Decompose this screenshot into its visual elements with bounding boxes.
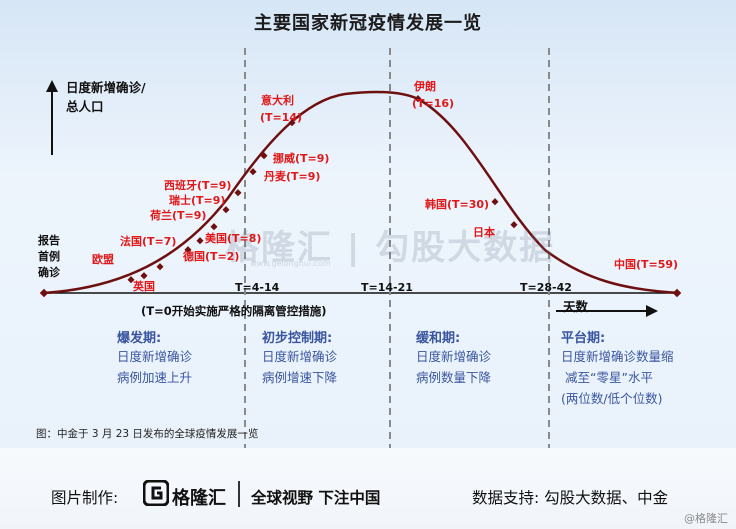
point-usa bbox=[196, 237, 204, 245]
point-germany bbox=[184, 246, 192, 254]
phase-2-desc: 日度新增确诊 病例增速下降 bbox=[262, 349, 338, 385]
x-axis-label: 天数 bbox=[563, 299, 589, 314]
y-axis-arrowhead bbox=[46, 80, 58, 92]
label-iran: 伊朗 (T=16) bbox=[412, 80, 455, 110]
measures-label: (T=0开始实施严格的隔离管控措施) bbox=[141, 304, 327, 318]
y-axis-label: 日度新增确诊/ 总人口 bbox=[66, 80, 146, 114]
label-china: 中国(T=59) bbox=[614, 258, 679, 271]
point-italy bbox=[288, 119, 296, 127]
point-norway bbox=[260, 152, 268, 160]
footer-slogan: 全球视野 下注中国 bbox=[251, 489, 381, 507]
point-france bbox=[156, 263, 164, 271]
footer-maker-label: 图片制作: bbox=[51, 489, 119, 507]
footer-corner-watermark: @格隆汇 bbox=[684, 512, 728, 525]
point-uk bbox=[140, 272, 148, 280]
gelonghui-logo-icon bbox=[143, 480, 169, 506]
label-netherlands: 荷兰(T=9) bbox=[150, 209, 207, 222]
phase-3-title: 缓和期: bbox=[416, 331, 461, 346]
epidemic-curve bbox=[43, 90, 681, 295]
phase-4-title: 平台期: bbox=[561, 331, 606, 346]
point-iran bbox=[414, 95, 422, 103]
phase-3-desc: 日度新增确诊 病例数量下降 bbox=[416, 349, 492, 385]
time-marker-3: T=28-42 bbox=[520, 281, 572, 294]
epidemic-curve-diagram bbox=[39, 48, 682, 448]
label-italy: 意大利 (T=14) bbox=[260, 94, 303, 124]
point-switzerland bbox=[222, 206, 230, 214]
diagram-panel bbox=[0, 0, 736, 448]
footer-brand: 格隆汇 bbox=[172, 488, 226, 509]
label-france: 法国(T=7) bbox=[120, 235, 177, 248]
phase-1-title: 爆发期: bbox=[117, 331, 162, 346]
time-marker-2: T=14-21 bbox=[361, 281, 413, 294]
label-uk: 英国 bbox=[133, 280, 155, 293]
label-japan: 日本 bbox=[473, 226, 495, 239]
label-germany: 德国(T=2) bbox=[183, 250, 240, 263]
point-eu bbox=[127, 276, 135, 284]
point-japan bbox=[510, 221, 518, 229]
figure-caption: 图：中金于 3 月 23 日发布的全球疫情发展一览 bbox=[36, 428, 259, 440]
phase-2-title: 初步控制期: bbox=[262, 331, 333, 346]
label-spain: 西班牙(T=9) bbox=[164, 179, 232, 192]
label-norway: 挪威(T=9) bbox=[273, 152, 330, 165]
label-usa: 美国(T=8) bbox=[205, 232, 262, 245]
point-china bbox=[672, 288, 682, 298]
phase-1-desc: 日度新增确诊 病例加速上升 bbox=[117, 349, 193, 385]
x-axis-arrowhead bbox=[646, 305, 658, 317]
diagram-title: 主要国家新冠疫情发展一览 bbox=[254, 13, 482, 34]
phase-4-desc: 日度新增确诊数量缩 减至“零星”水平 (两位数/低个位数) bbox=[561, 349, 674, 406]
point-spain bbox=[234, 189, 242, 197]
point-korea bbox=[491, 198, 499, 206]
footer-bar bbox=[0, 448, 736, 529]
watermark-url: www.gelonghui.com bbox=[250, 259, 331, 268]
footer-data-support: 数据支持: 勾股大数据、中金 bbox=[472, 489, 669, 507]
point-denmark bbox=[249, 168, 257, 176]
point-first-case bbox=[39, 288, 49, 298]
watermark: 格隆汇 | 勾股大数据 bbox=[225, 228, 556, 268]
label-switzerland: 瑞士(T=9) bbox=[169, 194, 226, 207]
footer-separator bbox=[238, 481, 240, 507]
label-korea: 韩国(T=30) bbox=[425, 198, 490, 211]
point-netherlands bbox=[210, 223, 218, 231]
country-points bbox=[39, 95, 682, 298]
first-case-label: 报告 首例 确诊 bbox=[38, 234, 60, 279]
label-eu: 欧盟 bbox=[92, 253, 114, 266]
time-marker-1: T=4-14 bbox=[235, 281, 280, 294]
label-denmark: 丹麦(T=9) bbox=[264, 170, 321, 183]
